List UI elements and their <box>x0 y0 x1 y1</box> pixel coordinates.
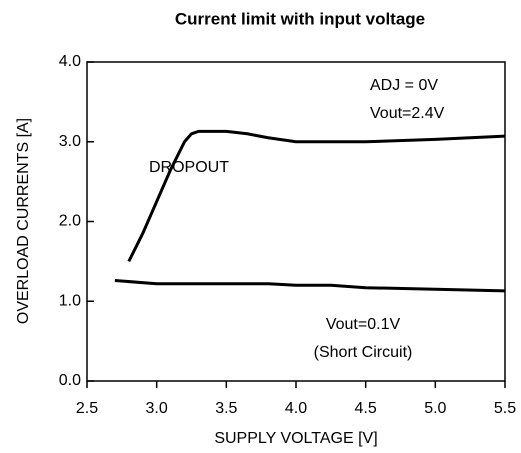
x-tick-label: 2.5 <box>76 400 98 417</box>
y-tick-label: 0.0 <box>59 372 81 389</box>
annotation: (Short Circuit) <box>314 344 413 361</box>
annotation: Vout=0.1V <box>326 316 401 333</box>
x-tick-label: 4.0 <box>285 400 307 417</box>
chart-title: Current limit with input voltage <box>175 9 425 28</box>
x-tick-label: 5.0 <box>424 400 446 417</box>
x-tick-label: 3.0 <box>146 400 168 417</box>
x-tick-label: 4.5 <box>355 400 377 417</box>
y-tick-label: 4.0 <box>59 53 81 70</box>
y-axis-label: OVERLOAD CURRENTS [A] <box>15 118 32 324</box>
x-axis-label: SUPPLY VOLTAGE [V] <box>214 430 377 447</box>
annotation: Vout=2.4V <box>370 105 445 122</box>
y-tick-label: 1.0 <box>59 292 81 309</box>
data-line <box>114 279 506 293</box>
x-tick-label: 5.5 <box>494 400 516 417</box>
annotation: ADJ = 0V <box>370 77 438 94</box>
data-line <box>127 129 506 263</box>
x-tick-label: 3.5 <box>215 400 237 417</box>
y-tick-label: 3.0 <box>59 133 81 150</box>
annotation: DROPOUT <box>149 159 229 176</box>
y-tick-label: 2.0 <box>59 213 81 230</box>
